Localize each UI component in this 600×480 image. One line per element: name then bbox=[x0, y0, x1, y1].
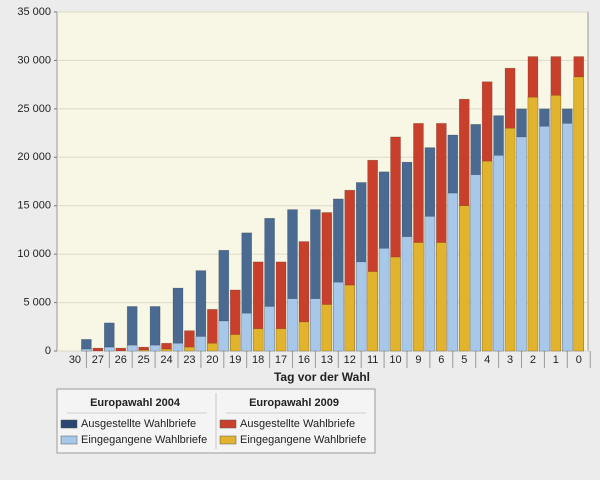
bar bbox=[126, 344, 138, 352]
legend-group-title: Europawahl 2004 bbox=[90, 397, 181, 409]
x-tick-label: 0 bbox=[576, 354, 582, 366]
x-tick-label: 24 bbox=[160, 354, 172, 366]
x-tick-label: 1 bbox=[553, 354, 559, 366]
y-tick-label: 30 000 bbox=[17, 54, 51, 66]
bar bbox=[470, 174, 482, 352]
y-tick-label: 5 000 bbox=[23, 296, 51, 308]
bar bbox=[172, 287, 184, 352]
legend-swatch bbox=[219, 435, 237, 445]
x-tick-label: 30 bbox=[69, 354, 81, 366]
bar bbox=[493, 155, 504, 352]
x-tick-label: 11 bbox=[367, 354, 378, 366]
y-tick-label: 10 000 bbox=[17, 248, 51, 260]
bar bbox=[561, 123, 573, 352]
bar bbox=[504, 127, 516, 352]
bar bbox=[264, 306, 275, 352]
y-tick-label: 25 000 bbox=[17, 103, 51, 115]
x-tick-label: 10 bbox=[389, 354, 401, 366]
legend-swatch bbox=[219, 419, 237, 429]
x-axis-label: Tag vor der Wahl bbox=[274, 370, 370, 384]
y-tick-label: 35 000 bbox=[17, 6, 51, 18]
x-tick-label: 25 bbox=[138, 354, 150, 366]
y-tick-label: 0 bbox=[45, 345, 51, 357]
legend-label: Eingegangene Wahlbriefe bbox=[81, 434, 207, 446]
bar bbox=[573, 76, 585, 352]
bar bbox=[458, 205, 470, 352]
bar bbox=[104, 322, 115, 352]
legend-label: Ausgestellte Wahlbriefe bbox=[240, 418, 355, 430]
x-tick-label: 23 bbox=[183, 354, 195, 366]
x-tick-label: 13 bbox=[321, 354, 333, 366]
bar bbox=[321, 304, 333, 352]
y-tick-label: 15 000 bbox=[17, 200, 51, 212]
bar bbox=[218, 320, 230, 352]
bar bbox=[447, 192, 459, 352]
bar bbox=[390, 256, 401, 352]
bar bbox=[195, 336, 207, 352]
x-tick-label: 5 bbox=[461, 354, 467, 366]
bar bbox=[252, 328, 264, 352]
bar bbox=[126, 306, 138, 352]
bar bbox=[172, 342, 184, 352]
bar bbox=[367, 271, 378, 352]
bar bbox=[424, 216, 436, 352]
legend-swatch bbox=[60, 435, 78, 445]
legend-group-title: Europawahl 2009 bbox=[249, 397, 339, 409]
x-tick-label: 16 bbox=[298, 354, 310, 366]
bar bbox=[161, 348, 172, 352]
legend-label: Ausgestellte Wahlbriefe bbox=[81, 418, 196, 430]
legend-label: Eingegangene Wahlbriefe bbox=[240, 434, 366, 446]
bar bbox=[436, 242, 447, 352]
bar bbox=[207, 342, 218, 352]
x-tick-label: 4 bbox=[484, 354, 490, 366]
legend-swatch bbox=[60, 419, 78, 429]
x-tick-label: 12 bbox=[344, 354, 356, 366]
x-tick-label: 6 bbox=[438, 354, 444, 366]
bar bbox=[539, 125, 550, 352]
x-tick-label: 20 bbox=[206, 354, 218, 366]
bar bbox=[138, 349, 149, 352]
x-tick-label: 17 bbox=[275, 354, 287, 366]
bar bbox=[241, 312, 252, 352]
bar bbox=[344, 284, 356, 352]
bar bbox=[229, 334, 241, 352]
bar bbox=[310, 298, 321, 352]
bar bbox=[298, 321, 310, 352]
bar bbox=[149, 344, 161, 352]
bar bbox=[92, 347, 104, 352]
y-tick-label: 20 000 bbox=[17, 151, 51, 163]
bar bbox=[149, 306, 161, 352]
x-tick-label: 3 bbox=[507, 354, 513, 366]
bar bbox=[104, 346, 115, 352]
bar bbox=[332, 281, 344, 352]
x-tick-label: 2 bbox=[530, 354, 536, 366]
bar bbox=[184, 346, 195, 352]
bar bbox=[516, 136, 527, 352]
x-tick-label: 27 bbox=[92, 354, 104, 366]
x-tick-label: 26 bbox=[115, 354, 127, 366]
bar bbox=[413, 242, 424, 352]
bar bbox=[355, 261, 367, 352]
bar bbox=[527, 96, 539, 352]
x-tick-label: 19 bbox=[229, 354, 241, 366]
x-tick-label: 9 bbox=[415, 354, 421, 366]
bar bbox=[287, 298, 298, 352]
bar bbox=[378, 248, 390, 352]
bar bbox=[275, 328, 287, 352]
x-tick-label: 18 bbox=[252, 354, 264, 366]
bar bbox=[115, 347, 127, 352]
bar bbox=[81, 348, 92, 352]
bar bbox=[481, 160, 493, 352]
bar bbox=[401, 236, 413, 352]
bar bbox=[550, 94, 562, 352]
